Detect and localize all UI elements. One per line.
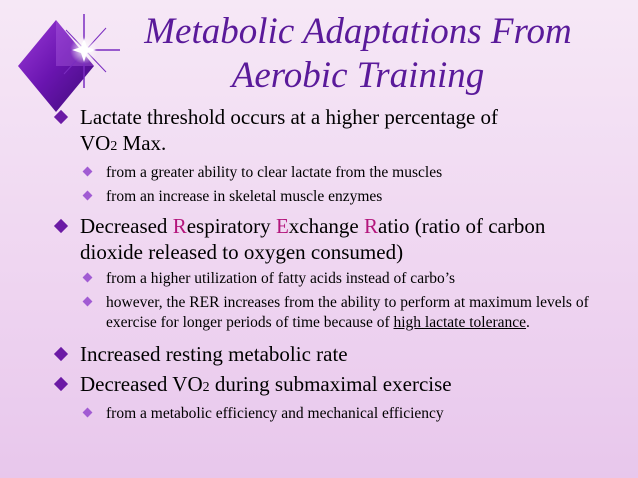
diamond-bullet-icon [53, 376, 69, 392]
bullet-text: Max. [117, 131, 167, 155]
underlined-term: high lactate tolerance [393, 314, 527, 331]
small-diamond-bullet-icon [82, 296, 93, 307]
bullet-text: espiratory [186, 214, 276, 238]
title-line-1: Metabolic Adaptations From [144, 11, 572, 52]
bullet-decreased-vo2: Decreased VO2 during submaximal exercise [0, 371, 638, 400]
sub-bullet-text: however, the RER increases from the abil… [106, 294, 589, 331]
diamond-bullet-icon [53, 109, 69, 125]
sub-bullet-text: from an increase in skeletal muscle enzy… [106, 188, 383, 205]
bullet-text: Decreased VO [80, 372, 203, 396]
sub-bullet-fatty-acids: from a higher utilization of fatty acids… [0, 269, 638, 289]
highlight-letter: R [172, 214, 187, 238]
sub-bullet-text: from a metabolic efficiency and mechanic… [106, 405, 444, 422]
bullet-lactate-threshold: Lactate threshold occurs at a higher per… [0, 104, 638, 159]
bullet-rer: Decreased Respiratory Exchange Ratio (ra… [0, 213, 638, 265]
small-diamond-bullet-icon [82, 190, 93, 201]
title-line-2: Aerobic Training [231, 55, 485, 96]
bullet-text: Lactate threshold occurs at a higher per… [80, 105, 499, 129]
sub-bullet-rer-increase: however, the RER increases from the abil… [0, 293, 638, 333]
diamond-bullet-icon [53, 218, 69, 234]
bullet-text: Increased resting metabolic rate [80, 342, 348, 366]
bullet-text: atio (ratio of carbon dioxide released t… [80, 214, 546, 264]
highlight-letter: R [363, 214, 378, 238]
sub-bullet-clear-lactate: from a greater ability to clear lactate … [0, 163, 638, 183]
subscript-2: 2 [202, 379, 210, 394]
small-diamond-bullet-icon [82, 272, 93, 283]
bullet-list: Lactate threshold occurs at a higher per… [0, 104, 638, 424]
sub-bullet-text: from a higher utilization of fatty acids… [106, 270, 456, 287]
diamond-star-logo [18, 14, 120, 112]
sub-bullet-enzymes: from an increase in skeletal muscle enzy… [0, 187, 638, 207]
sub-bullet-text: . [526, 314, 530, 331]
bullet-resting-rate: Increased resting metabolic rate [0, 341, 638, 367]
small-diamond-bullet-icon [82, 407, 93, 418]
sub-bullet-text: from a greater ability to clear lactate … [106, 164, 443, 181]
diamond-bullet-icon [53, 346, 69, 362]
bullet-text: during submaximal exercise [209, 372, 452, 396]
slide-title: Metabolic Adaptations From Aerobic Train… [98, 10, 618, 98]
bullet-text: VO [80, 131, 111, 155]
bullet-text: xchange [288, 214, 364, 238]
small-diamond-bullet-icon [82, 166, 93, 177]
bullet-text: Decreased [80, 214, 173, 238]
subscript-2: 2 [110, 138, 118, 153]
sub-bullet-efficiency: from a metabolic efficiency and mechanic… [0, 404, 638, 424]
highlight-letter: E [275, 214, 289, 238]
